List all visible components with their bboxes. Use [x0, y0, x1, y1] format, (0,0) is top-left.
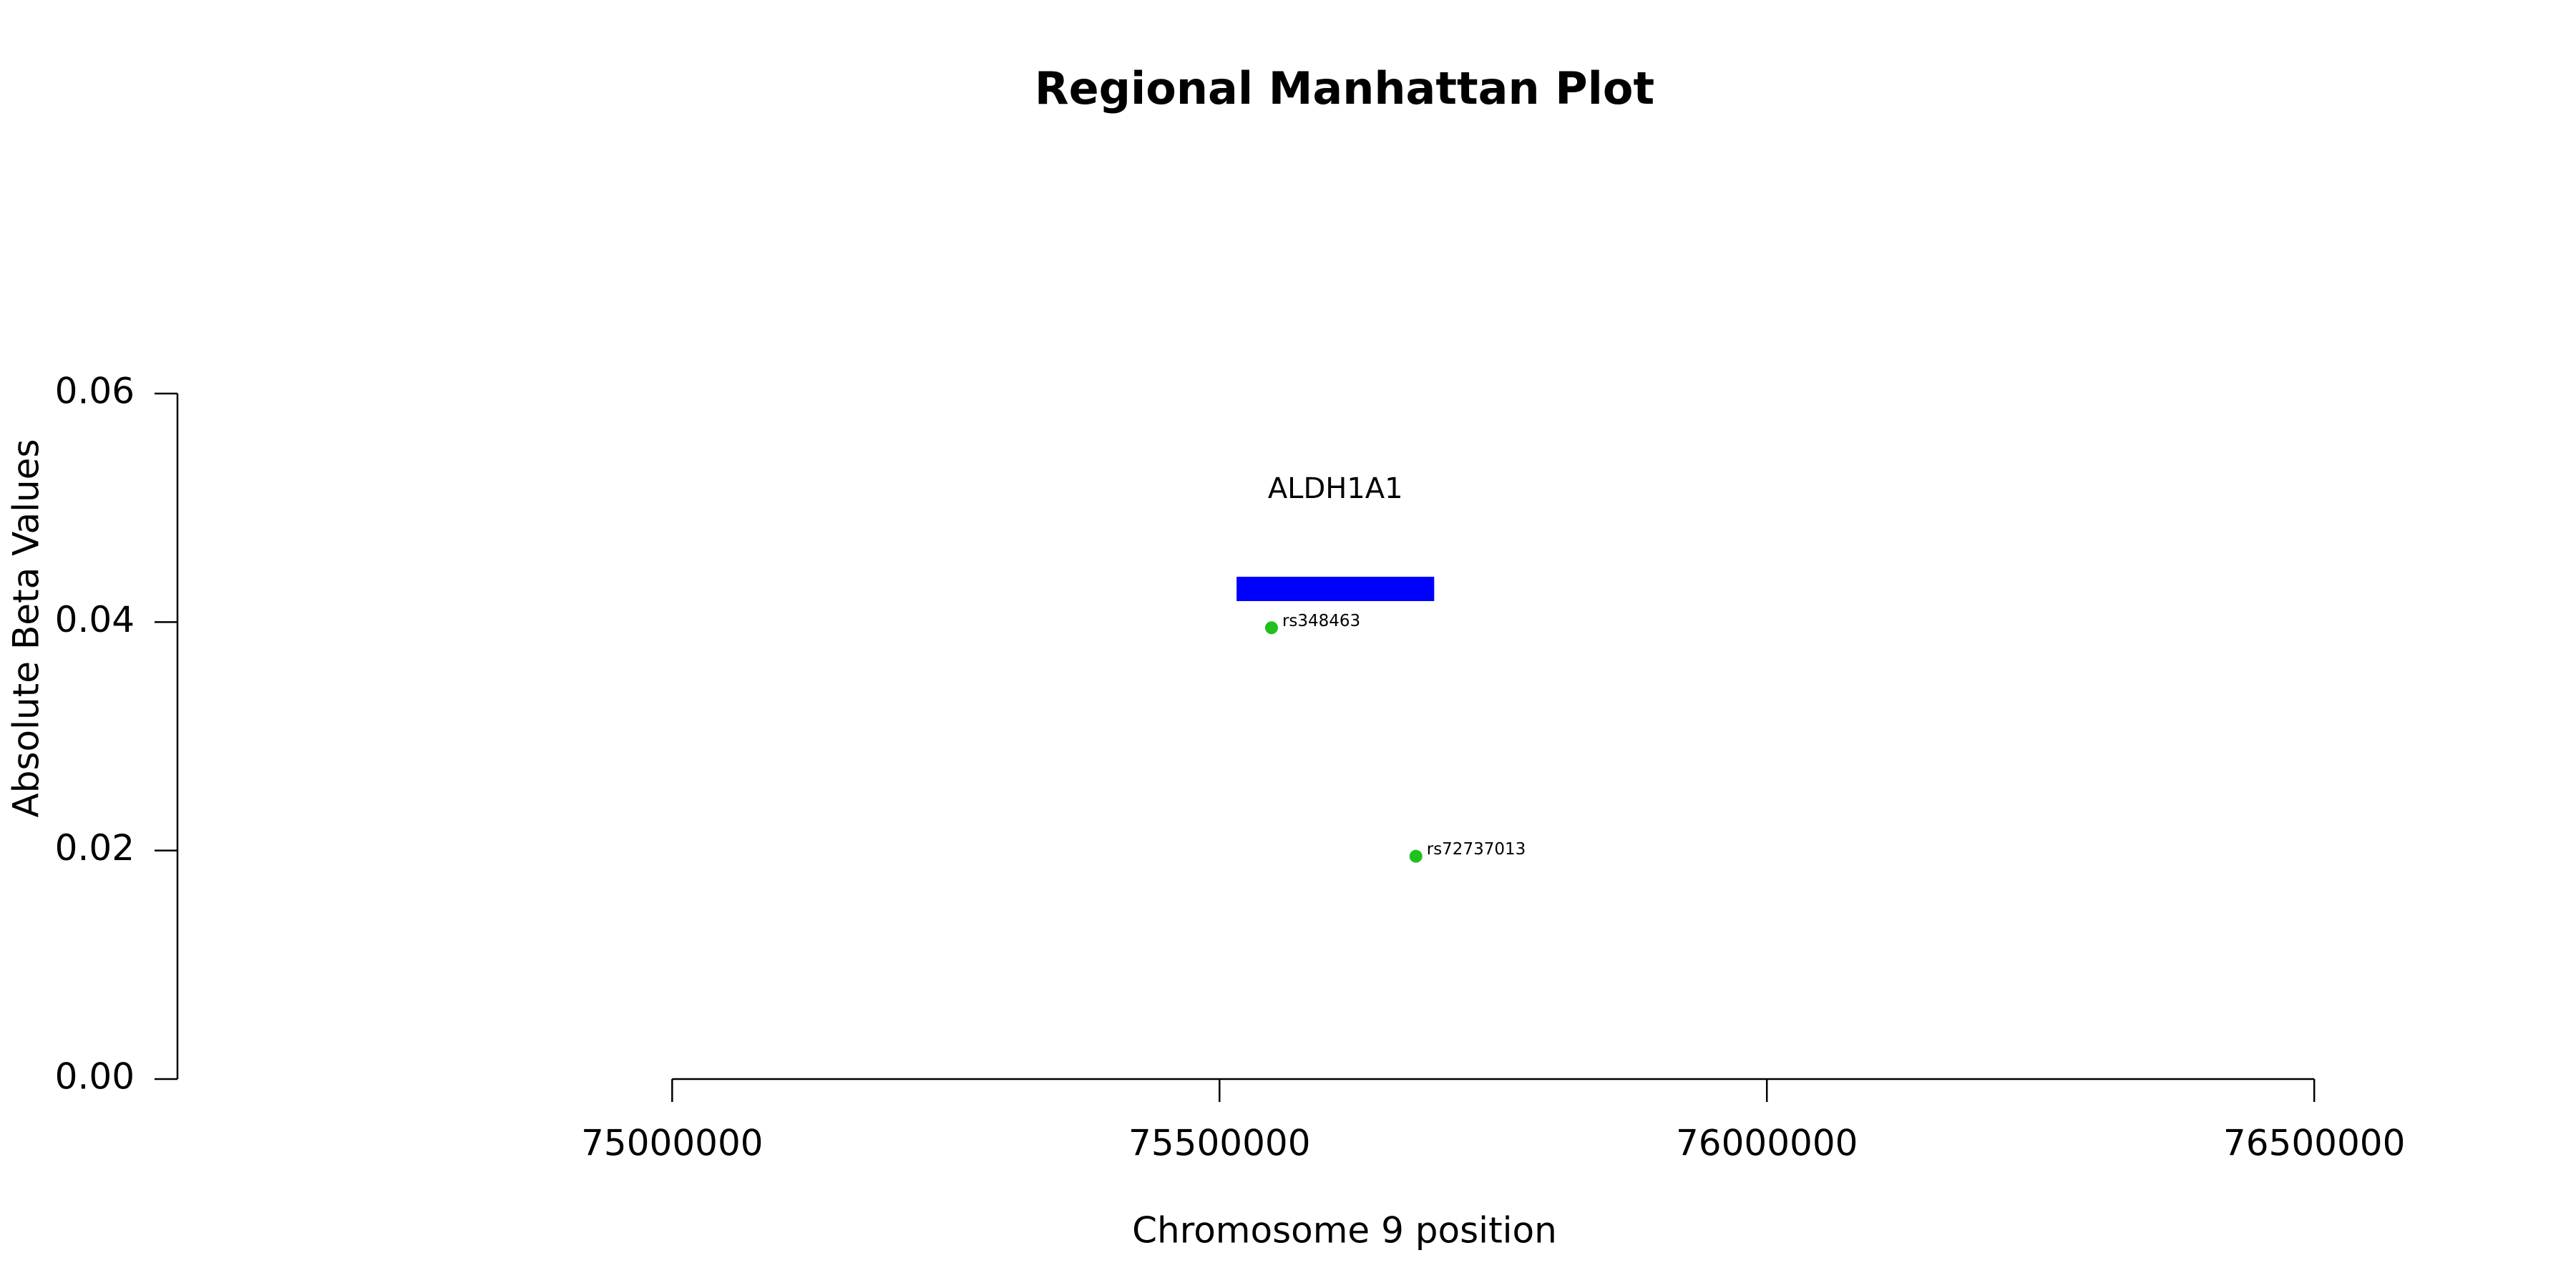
x-tick-label: 76000000 [1676, 1123, 1858, 1164]
y-axis-label: Absolute Beta Values [6, 439, 47, 818]
gene-bar [1236, 577, 1435, 602]
chart-title: Regional Manhattan Plot [1035, 62, 1654, 114]
point [1409, 849, 1423, 863]
x-tick-label: 76500000 [2223, 1123, 2406, 1164]
x-tick-label: 75000000 [581, 1123, 763, 1164]
x-tick-label: 75500000 [1128, 1123, 1311, 1164]
y-tick-label: 0.06 [55, 371, 135, 412]
point-label: rs72737013 [1427, 840, 1526, 859]
point-label: rs348463 [1282, 612, 1360, 630]
x-axis-label: Chromosome 9 position [1132, 1210, 1557, 1252]
y-tick-label: 0.02 [55, 827, 135, 869]
gene-label: ALDH1A1 [1268, 472, 1403, 505]
y-tick-label: 0.04 [55, 599, 135, 640]
y-tick-label: 0.00 [55, 1056, 135, 1098]
point [1264, 621, 1278, 635]
